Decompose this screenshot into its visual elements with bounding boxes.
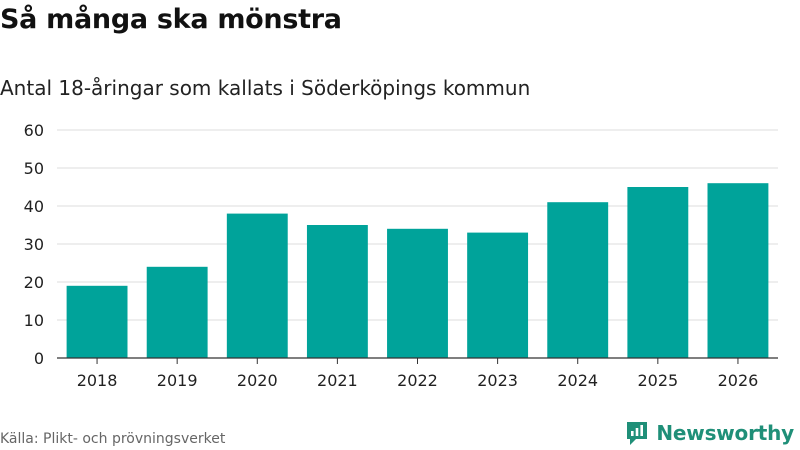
y-tick-label: 60 [24, 121, 44, 140]
x-tick-label: 2021 [317, 371, 358, 390]
y-tick-label: 50 [24, 159, 44, 178]
y-tick-label: 10 [24, 311, 44, 330]
y-tick-label: 20 [24, 273, 44, 292]
x-tick-label: 2023 [477, 371, 518, 390]
bar-2024 [547, 202, 609, 358]
bar-2021 [306, 225, 368, 358]
axes: 0 10 20 30 40 50 60 2018 2019 2020 2021 2022 2023 202… [24, 121, 778, 390]
source-note: Källa: Plikt- och prövningsverket [0, 431, 226, 447]
bar-2019 [146, 266, 208, 358]
bar-2022 [387, 228, 448, 358]
bar-2023 [467, 232, 529, 358]
bar-2026 [707, 183, 769, 358]
x-tick-label: 2019 [157, 371, 198, 390]
bar-2025 [627, 187, 689, 358]
x-tick-label: 2022 [397, 371, 438, 390]
newsworthy-logo-icon [627, 422, 648, 445]
bar-2020 [226, 213, 288, 358]
brand-name: Newsworthy [656, 421, 794, 445]
y-tick-label: 40 [24, 197, 44, 216]
bars [66, 183, 769, 358]
x-tick-label: 2020 [237, 371, 278, 390]
bar-2018 [66, 285, 128, 358]
bar-chart: 0 10 20 30 40 50 60 2018 2019 2020 2021 2022 2023 202… [24, 121, 778, 390]
y-tick-label: 30 [24, 235, 44, 254]
x-tick-label: 2024 [557, 371, 598, 390]
y-tick-label: 0 [34, 349, 44, 368]
chart-subtitle: Antal 18-åringar som kallats i Söderköpi… [0, 76, 531, 100]
x-tick-label: 2026 [718, 371, 759, 390]
chart-title: Så många ska mönstra [0, 4, 342, 35]
x-tick-label: 2018 [77, 371, 118, 390]
x-tick-label: 2025 [637, 371, 678, 390]
brand-logo: Newsworthy [625, 420, 794, 446]
